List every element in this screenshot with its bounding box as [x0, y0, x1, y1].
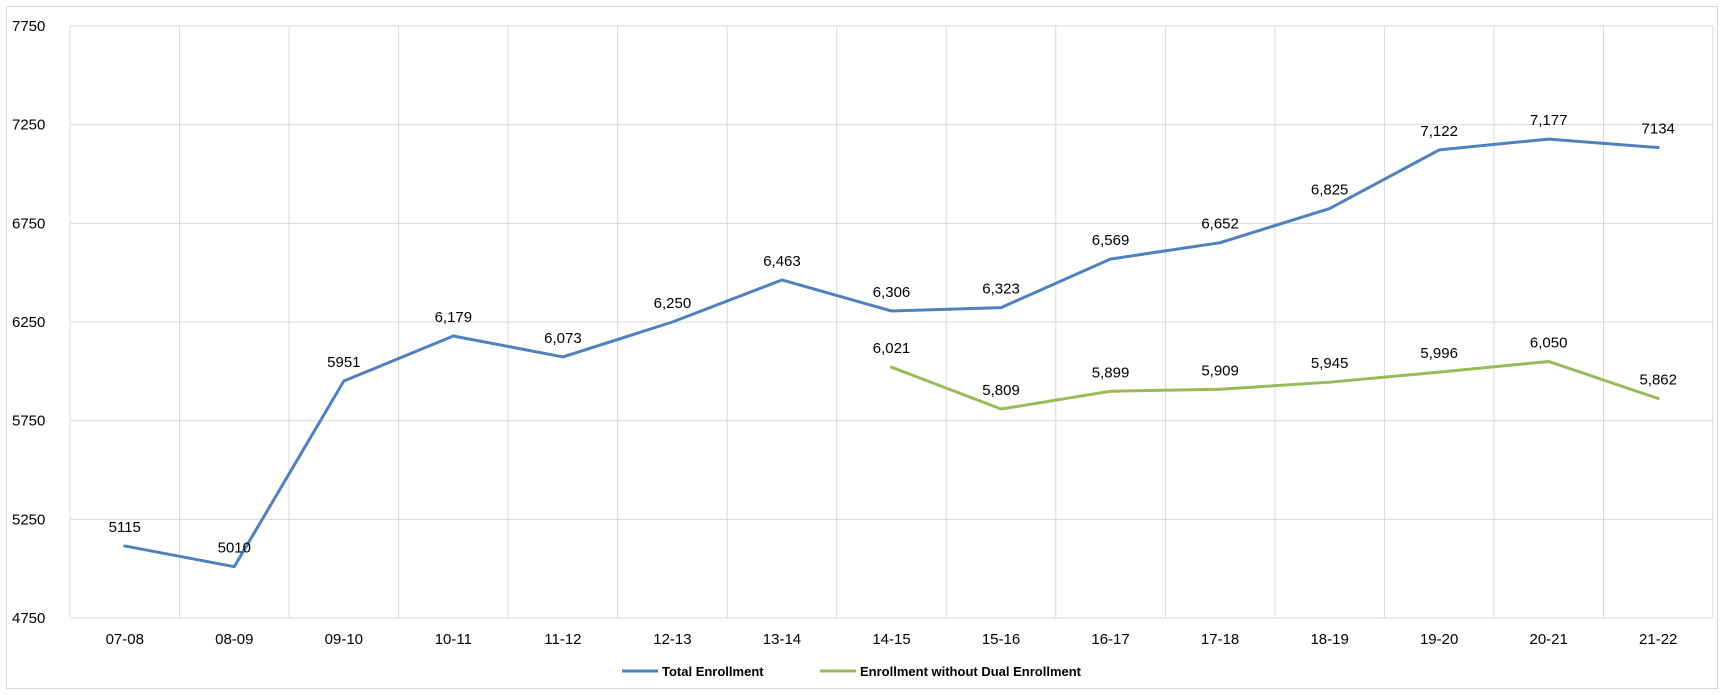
data-label: 6,825	[1311, 182, 1349, 199]
y-tick-label: 5250	[12, 511, 45, 528]
data-labels: 5115 5010 5951 6,179 6,073 6,250 6,463 6,306 6,3…	[109, 112, 1677, 557]
data-label: 6,652	[1201, 216, 1239, 233]
series-line-0	[123, 137, 1660, 569]
y-axis-ticks: 4750 5250 5750 6250 6750 7250 7750	[12, 18, 45, 627]
series-line-1	[890, 359, 1660, 411]
data-label: 6,463	[763, 253, 801, 270]
data-label: 6,021	[873, 340, 911, 357]
x-axis-ticks: 07-08 08-09 09-10 10-11 11-12 12-13 13-14 14-15…	[106, 631, 1678, 648]
data-label: 5951	[327, 354, 360, 371]
x-tick-label: 10-11	[435, 631, 472, 648]
data-label: 7,177	[1530, 112, 1568, 129]
data-label: 5,809	[982, 382, 1020, 399]
data-label: 5,899	[1092, 364, 1130, 381]
y-tick-label: 5750	[12, 413, 45, 430]
y-tick-label: 6250	[12, 314, 45, 331]
data-label: 6,073	[544, 330, 582, 347]
chart-frame	[6, 6, 1718, 689]
data-label: 7134	[1642, 121, 1675, 138]
data-label: 5,909	[1201, 362, 1239, 379]
x-tick-label: 12-13	[653, 631, 691, 648]
x-tick-label: 17-18	[1201, 631, 1239, 648]
series-lines	[123, 137, 1660, 569]
data-label: 6,569	[1092, 232, 1130, 249]
data-label: 6,050	[1530, 334, 1568, 351]
x-tick-label: 19-20	[1420, 631, 1458, 648]
x-tick-label: 11-12	[544, 631, 581, 648]
data-label: 6,250	[654, 295, 692, 312]
y-tick-label: 4750	[12, 610, 45, 627]
x-tick-label: 18-19	[1310, 631, 1348, 648]
data-label: 6,179	[435, 309, 473, 326]
data-label: 6,323	[982, 281, 1020, 298]
legend-label-1: Enrollment without Dual Enrollment	[860, 664, 1082, 679]
x-tick-label: 07-08	[106, 631, 144, 648]
x-tick-label: 14-15	[872, 631, 910, 648]
x-tick-label: 21-22	[1639, 631, 1677, 648]
data-label: 5010	[218, 540, 251, 557]
legend: Total Enrollment Enrollment without Dual …	[622, 664, 1082, 679]
data-label: 5,945	[1311, 355, 1349, 372]
y-tick-label: 7250	[12, 117, 45, 134]
data-label: 6,306	[873, 284, 911, 301]
x-tick-label: 08-09	[215, 631, 253, 648]
x-tick-label: 09-10	[325, 631, 363, 648]
x-tick-label: 13-14	[763, 631, 801, 648]
legend-label-0: Total Enrollment	[662, 664, 764, 679]
data-label: 5,996	[1420, 345, 1458, 362]
x-tick-label: 16-17	[1091, 631, 1129, 648]
y-tick-label: 6750	[12, 215, 45, 232]
grid-lines	[69, 25, 1714, 619]
data-label: 5,862	[1639, 372, 1677, 389]
data-label: 7,122	[1420, 123, 1458, 140]
x-tick-label: 20-21	[1530, 631, 1568, 648]
x-tick-label: 15-16	[982, 631, 1020, 648]
data-label: 5115	[109, 519, 141, 536]
y-tick-label: 7750	[12, 18, 45, 35]
